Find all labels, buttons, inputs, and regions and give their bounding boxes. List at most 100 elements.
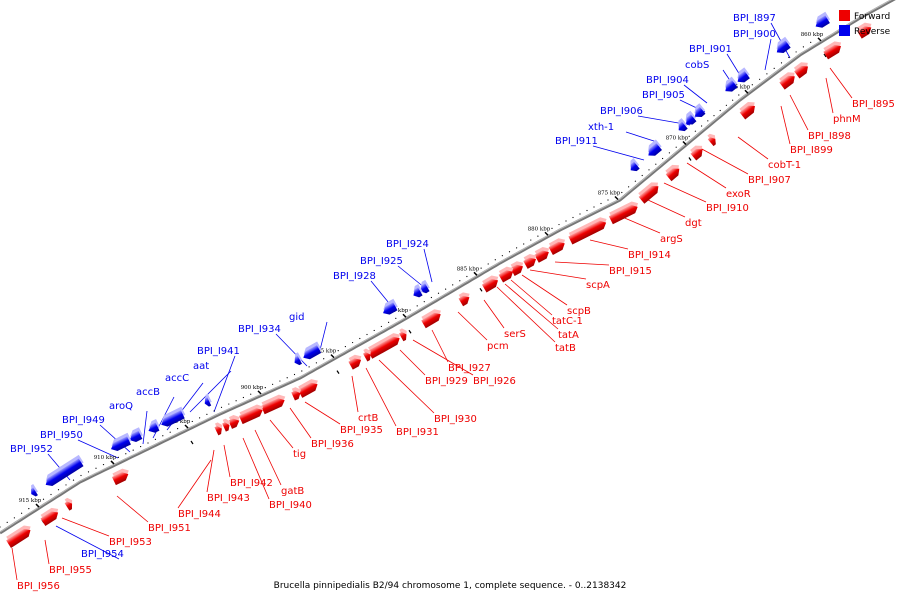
gene-label-bpi-i934[interactable]: BPI_I934 (238, 324, 281, 335)
gene-label-bpi-i943[interactable]: BPI_I943 (207, 493, 250, 504)
gene-label-bpi-i925[interactable]: BPI_I925 (360, 256, 403, 267)
forward-gene-arrow[interactable] (290, 386, 304, 401)
gene-label-bpi-i952[interactable]: BPI_I952 (10, 444, 53, 455)
gene-label-bpi-i930[interactable]: BPI_I930 (434, 414, 477, 425)
gene-label-bpi-i926[interactable]: BPI_I926 (473, 376, 516, 387)
forward-gene-arrow[interactable] (567, 215, 610, 245)
gene-label-bpi-i904[interactable]: BPI_I904 (646, 75, 689, 86)
reverse-gene-arrow[interactable] (681, 110, 698, 128)
gene-label-tata[interactable]: tatA (558, 330, 579, 341)
gene-label-bpi-i895[interactable]: BPI_I895 (852, 99, 895, 110)
reverse-gene-arrow[interactable] (201, 393, 213, 408)
reverse-gene-arrow[interactable] (772, 36, 792, 56)
reverse-gene-arrow[interactable] (145, 418, 161, 435)
gene-label-pcm[interactable]: pcm (487, 341, 509, 352)
gene-label-tatb[interactable]: tatB (555, 343, 576, 354)
gene-label-cobt-1[interactable]: cobT-1 (768, 160, 801, 171)
gene-label-phnm[interactable]: phnM (833, 114, 861, 125)
reverse-gene-arrow[interactable] (27, 483, 39, 498)
gene-label-dgt[interactable]: dgt (685, 218, 702, 229)
gene-label-cobs[interactable]: cobS (685, 60, 709, 71)
gene-label-bpi-i953[interactable]: BPI_I953 (109, 537, 152, 548)
gene-label-args[interactable]: argS (660, 234, 683, 245)
forward-gene-arrow[interactable] (227, 413, 243, 429)
forward-gene-arrow[interactable] (522, 252, 540, 269)
gene-label-bpi-i898[interactable]: BPI_I898 (808, 131, 851, 142)
forward-gene-arrow[interactable] (480, 273, 502, 293)
gene-label-scpb[interactable]: scpB (567, 306, 591, 317)
gene-label-bpi-i941[interactable]: BPI_I941 (197, 346, 240, 357)
forward-gene-arrow[interactable] (347, 352, 365, 370)
forward-gene-arrow[interactable] (39, 505, 62, 527)
reverse-gene-arrow[interactable] (644, 139, 664, 159)
gene-label-bpi-i949[interactable]: BPI_I949 (62, 415, 105, 426)
gene-label-bpi-i914[interactable]: BPI_I914 (628, 250, 671, 261)
gene-label-bpi-i911[interactable]: BPI_I911 (555, 136, 598, 147)
forward-gene-arrow[interactable] (296, 377, 321, 398)
forward-gene-arrow[interactable] (664, 162, 684, 182)
reverse-gene-arrow[interactable] (626, 158, 641, 174)
reverse-gene-arrow[interactable] (690, 103, 707, 120)
gene-label-accc[interactable]: accC (165, 373, 189, 384)
forward-gene-arrow[interactable] (213, 421, 225, 436)
gene-label-bpi-i927[interactable]: BPI_I927 (448, 363, 491, 374)
forward-gene-arrow[interactable] (366, 331, 403, 359)
reverse-gene-arrow[interactable] (379, 298, 399, 317)
gene-label-bpi-i910[interactable]: BPI_I910 (706, 203, 749, 214)
reverse-gene-arrow[interactable] (733, 67, 751, 85)
reverse-gene-arrow[interactable] (417, 279, 432, 295)
gene-label-bpi-i907[interactable]: BPI_I907 (748, 175, 791, 186)
gene-label-bpi-i940[interactable]: BPI_I940 (269, 500, 312, 511)
gene-label-bpi-i899[interactable]: BPI_I899 (790, 145, 833, 156)
gene-label-bpi-i931[interactable]: BPI_I931 (396, 427, 439, 438)
forward-gene-arrow[interactable] (689, 142, 707, 161)
gene-label-bpi-i915[interactable]: BPI_I915 (609, 266, 652, 277)
gene-label-xth-1[interactable]: xth-1 (588, 122, 614, 133)
forward-gene-arrow[interactable] (855, 20, 875, 39)
forward-gene-arrow[interactable] (63, 496, 76, 511)
gene-label-aroq[interactable]: aroQ (109, 401, 133, 412)
gene-label-tatc-1[interactable]: tatC-1 (552, 316, 583, 327)
gene-label-crtb[interactable]: crtB (358, 413, 379, 424)
gene-label-bpi-i897[interactable]: BPI_I897 (733, 13, 776, 24)
forward-gene-arrow[interactable] (497, 264, 517, 283)
reverse-gene-arrow[interactable] (721, 76, 739, 95)
gene-label-bpi-i935[interactable]: BPI_I935 (340, 425, 383, 436)
reverse-gene-arrow[interactable] (158, 406, 187, 429)
reverse-gene-arrow[interactable] (108, 432, 133, 453)
gene-label-bpi-i955[interactable]: BPI_I955 (49, 565, 92, 576)
forward-gene-arrow[interactable] (362, 347, 375, 362)
gene-label-bpi-i928[interactable]: BPI_I928 (333, 271, 376, 282)
reverse-gene-arrow[interactable] (300, 341, 323, 361)
reverse-gene-arrow[interactable] (291, 352, 304, 366)
forward-gene-arrow[interactable] (822, 39, 845, 60)
reverse-gene-arrow[interactable] (812, 11, 832, 31)
forward-gene-arrow[interactable] (637, 179, 663, 204)
forward-gene-arrow[interactable] (398, 327, 411, 342)
forward-gene-arrow[interactable] (706, 132, 720, 147)
gene-label-bpi-i942[interactable]: BPI_I942 (230, 478, 273, 489)
gene-label-bpi-i900[interactable]: BPI_I900 (733, 29, 776, 40)
forward-gene-arrow[interactable] (5, 523, 35, 548)
forward-gene-arrow[interactable] (509, 259, 527, 277)
gene-label-aat[interactable]: aat (193, 361, 209, 372)
gene-label-bpi-i954[interactable]: BPI_I954 (81, 549, 124, 560)
reverse-gene-arrow[interactable] (126, 427, 144, 444)
gene-label-bpi-i944[interactable]: BPI_I944 (178, 509, 221, 520)
reverse-gene-arrow[interactable] (674, 118, 689, 134)
forward-gene-arrow[interactable] (607, 199, 641, 225)
gene-label-bpi-i956[interactable]: BPI_I956 (17, 581, 60, 592)
forward-gene-arrow[interactable] (738, 99, 760, 120)
gene-label-exor[interactable]: exoR (726, 189, 751, 200)
gene-label-accb[interactable]: accB (136, 387, 160, 398)
forward-gene-arrow[interactable] (533, 245, 553, 263)
gene-label-bpi-i929[interactable]: BPI_I929 (425, 376, 468, 387)
gene-label-scpa[interactable]: scpA (586, 280, 610, 291)
forward-gene-arrow[interactable] (260, 393, 289, 415)
forward-gene-arrow[interactable] (457, 290, 473, 307)
forward-gene-arrow[interactable] (420, 307, 445, 329)
forward-gene-arrow[interactable] (221, 417, 233, 432)
forward-gene-arrow[interactable] (547, 236, 569, 256)
gene-label-bpi-i936[interactable]: BPI_I936 (311, 439, 354, 450)
gene-label-gatb[interactable]: gatB (281, 486, 304, 497)
